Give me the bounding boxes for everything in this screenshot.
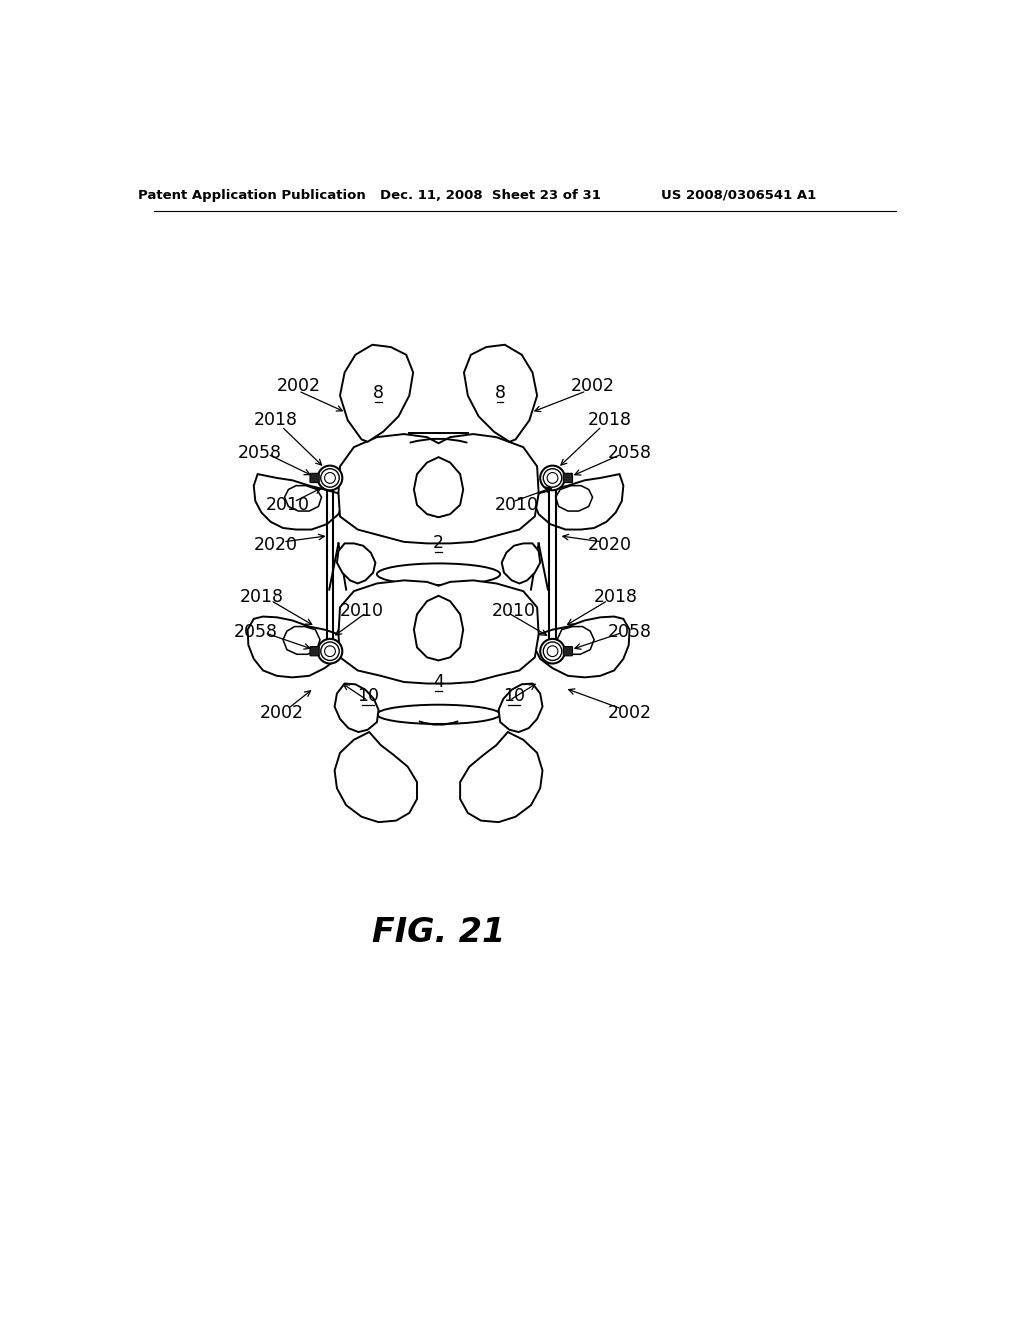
Circle shape bbox=[547, 645, 558, 656]
Text: 2010: 2010 bbox=[492, 602, 536, 620]
Polygon shape bbox=[335, 733, 417, 822]
Circle shape bbox=[317, 639, 342, 664]
Text: Dec. 11, 2008  Sheet 23 of 31: Dec. 11, 2008 Sheet 23 of 31 bbox=[381, 189, 601, 202]
Text: 2058: 2058 bbox=[238, 444, 282, 462]
Ellipse shape bbox=[377, 705, 500, 723]
Polygon shape bbox=[536, 616, 630, 677]
Circle shape bbox=[325, 645, 336, 656]
Polygon shape bbox=[337, 544, 376, 583]
Text: 2002: 2002 bbox=[607, 704, 651, 722]
Polygon shape bbox=[254, 474, 342, 529]
FancyBboxPatch shape bbox=[310, 647, 319, 656]
Ellipse shape bbox=[418, 462, 460, 516]
Polygon shape bbox=[339, 581, 539, 684]
Text: 2018: 2018 bbox=[240, 589, 284, 606]
Ellipse shape bbox=[377, 564, 500, 585]
Text: 2002: 2002 bbox=[570, 376, 614, 395]
Polygon shape bbox=[340, 345, 413, 442]
Polygon shape bbox=[535, 474, 624, 529]
Text: 2058: 2058 bbox=[233, 623, 278, 642]
FancyBboxPatch shape bbox=[563, 474, 572, 483]
Text: 2058: 2058 bbox=[607, 623, 651, 642]
Text: 2010: 2010 bbox=[265, 496, 309, 513]
Circle shape bbox=[317, 466, 342, 490]
Text: 2018: 2018 bbox=[594, 589, 638, 606]
Text: 4: 4 bbox=[433, 673, 444, 690]
Text: 2020: 2020 bbox=[588, 536, 632, 554]
Text: 8: 8 bbox=[373, 384, 384, 403]
Circle shape bbox=[541, 466, 565, 490]
Circle shape bbox=[544, 642, 562, 660]
FancyBboxPatch shape bbox=[310, 474, 319, 483]
Text: 10: 10 bbox=[356, 686, 379, 705]
FancyBboxPatch shape bbox=[563, 647, 572, 656]
Polygon shape bbox=[335, 684, 379, 733]
Text: 2002: 2002 bbox=[276, 376, 321, 395]
Circle shape bbox=[544, 469, 562, 487]
Polygon shape bbox=[339, 434, 539, 544]
Text: 10: 10 bbox=[503, 686, 525, 705]
Polygon shape bbox=[499, 684, 543, 733]
Text: 2002: 2002 bbox=[259, 704, 303, 722]
Circle shape bbox=[547, 473, 558, 483]
Polygon shape bbox=[502, 544, 541, 583]
Polygon shape bbox=[464, 345, 538, 442]
Text: FIG. 21: FIG. 21 bbox=[372, 916, 505, 949]
Text: 2: 2 bbox=[433, 535, 444, 552]
Text: 2020: 2020 bbox=[253, 536, 297, 554]
Circle shape bbox=[321, 469, 339, 487]
Text: 2010: 2010 bbox=[340, 602, 384, 620]
Text: 2018: 2018 bbox=[588, 412, 632, 429]
Polygon shape bbox=[414, 457, 463, 517]
Text: 2010: 2010 bbox=[495, 496, 539, 513]
Circle shape bbox=[321, 642, 339, 660]
Polygon shape bbox=[248, 616, 342, 677]
Text: US 2008/0306541 A1: US 2008/0306541 A1 bbox=[662, 189, 816, 202]
Text: 2018: 2018 bbox=[253, 412, 297, 429]
Text: 8: 8 bbox=[495, 384, 506, 403]
Polygon shape bbox=[414, 595, 463, 660]
Circle shape bbox=[325, 473, 336, 483]
Circle shape bbox=[541, 639, 565, 664]
Text: 2058: 2058 bbox=[607, 444, 651, 462]
Text: Patent Application Publication: Patent Application Publication bbox=[138, 189, 367, 202]
Polygon shape bbox=[460, 733, 543, 822]
